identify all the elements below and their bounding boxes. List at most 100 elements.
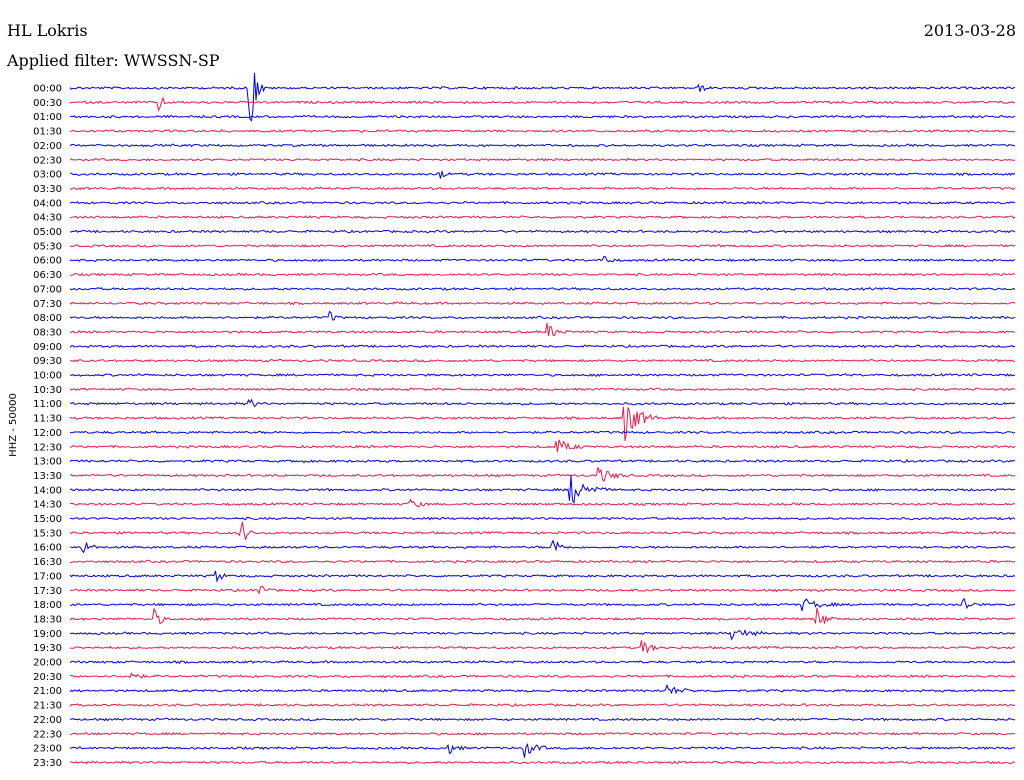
- trace-row: [69, 323, 1016, 337]
- row-time-label: 03:30: [33, 184, 62, 195]
- row-time-label: 21:00: [33, 686, 62, 697]
- row-time-label: 02:00: [33, 141, 62, 152]
- row-time-label: 10:00: [33, 371, 62, 382]
- row-time-label: 08:00: [33, 313, 62, 324]
- trace-row: [70, 272, 1016, 277]
- trace-row: [69, 717, 1016, 722]
- trace-row: [69, 215, 1016, 220]
- row-time-label: 23:00: [33, 744, 62, 755]
- trace-row: [69, 96, 1016, 112]
- row-time-label: 14:00: [33, 485, 62, 496]
- trace-row: [69, 521, 1016, 540]
- row-time-label: 11:00: [33, 399, 62, 410]
- trace-row: [69, 398, 1016, 408]
- row-time-label: 04:00: [33, 198, 62, 209]
- trace-row: [69, 310, 1016, 321]
- row-time-label: 01:00: [33, 112, 62, 123]
- trace-row: [69, 344, 1016, 349]
- row-time-label: 23:30: [33, 758, 62, 769]
- row-time-label: 13:00: [33, 457, 62, 468]
- row-time-label: 09:30: [33, 356, 62, 367]
- row-time-label: 05:30: [33, 241, 62, 252]
- row-time-label: 04:30: [33, 213, 62, 224]
- row-time-label: 13:30: [33, 471, 62, 482]
- trace-row: [69, 286, 1016, 291]
- trace-row: [69, 607, 1016, 625]
- row-time-label: 22:30: [33, 729, 62, 740]
- trace-row: [69, 200, 1016, 205]
- trace-row: [69, 459, 1016, 464]
- tick-label-group: 00:00 00:30 01:00 01:30 02:00 02:30 03:00 03:30…: [33, 84, 62, 769]
- row-time-label: 21:30: [33, 701, 62, 712]
- trace-row: [70, 742, 1015, 758]
- trace-row: [69, 640, 1016, 654]
- trace-row: [69, 539, 1016, 554]
- trace-row: [69, 72, 1016, 122]
- row-time-label: 18:00: [33, 600, 62, 611]
- trace-row: [69, 406, 1016, 442]
- row-time-label: 01:30: [33, 127, 62, 138]
- trace-row: [69, 387, 1016, 392]
- row-time-label: 19:00: [33, 629, 62, 640]
- trace-row: [69, 659, 1016, 665]
- trace-row: [69, 570, 1016, 583]
- trace-group: [69, 72, 1016, 765]
- row-time-label: 12:00: [33, 428, 62, 439]
- row-time-label: 06:30: [33, 270, 62, 281]
- row-time-label: 06:00: [33, 256, 62, 267]
- row-time-label: 02:30: [33, 155, 62, 166]
- row-time-label: 00:00: [33, 84, 62, 95]
- trace-row: [69, 731, 1016, 736]
- trace-row: [69, 229, 1016, 234]
- row-time-label: 14:30: [33, 500, 62, 511]
- row-time-label: 12:30: [33, 442, 62, 453]
- row-time-label: 15:30: [33, 528, 62, 539]
- station-name: HL Lokris: [7, 21, 88, 40]
- trace-row: [69, 683, 1016, 695]
- record-date: 2013-03-28: [924, 21, 1016, 40]
- trace-row: [69, 372, 1016, 377]
- trace-row: [69, 475, 1016, 505]
- row-time-label: 18:30: [33, 614, 62, 625]
- row-time-label: 22:00: [33, 715, 62, 726]
- trace-row: [69, 143, 1016, 148]
- trace-row: [69, 516, 1016, 521]
- trace-row: [69, 301, 1016, 306]
- trace-row: [69, 559, 1016, 564]
- row-time-label: 20:30: [33, 672, 62, 683]
- trace-row: [70, 597, 1016, 612]
- row-time-label: 20:00: [33, 658, 62, 669]
- trace-row: [69, 467, 1016, 483]
- trace-row: [69, 702, 1016, 707]
- trace-row: [69, 243, 1016, 248]
- row-time-label: 05:00: [33, 227, 62, 238]
- row-time-label: 19:30: [33, 643, 62, 654]
- row-time-label: 15:00: [33, 514, 62, 525]
- trace-row: [69, 129, 1016, 133]
- trace-row: [70, 585, 1016, 595]
- trace-row: [69, 430, 1016, 435]
- row-time-label: 07:30: [33, 299, 62, 310]
- trace-row: [70, 628, 1016, 641]
- trace-row: [69, 672, 1016, 679]
- trace-row: [69, 358, 1016, 363]
- row-time-label: 03:00: [33, 170, 62, 181]
- trace-row: [69, 439, 1016, 453]
- trace-row: [69, 255, 1016, 263]
- row-time-label: 10:30: [33, 385, 62, 396]
- row-time-label: 08:30: [33, 327, 62, 338]
- y-axis-label: HHZ - 50000: [8, 393, 19, 457]
- row-time-label: 09:00: [33, 342, 62, 353]
- trace-row: [70, 114, 1016, 119]
- row-time-label: 16:00: [33, 543, 62, 554]
- trace-row: [69, 498, 1016, 508]
- trace-row: [69, 157, 1016, 162]
- trace-row: [69, 760, 1016, 765]
- trace-row: [70, 169, 1016, 179]
- row-time-label: 00:30: [33, 98, 62, 109]
- filter-label: Applied filter: WWSSN-SP: [6, 51, 220, 70]
- row-time-label: 17:00: [33, 571, 62, 582]
- row-time-label: 11:30: [33, 414, 62, 425]
- row-time-label: 07:00: [33, 284, 62, 295]
